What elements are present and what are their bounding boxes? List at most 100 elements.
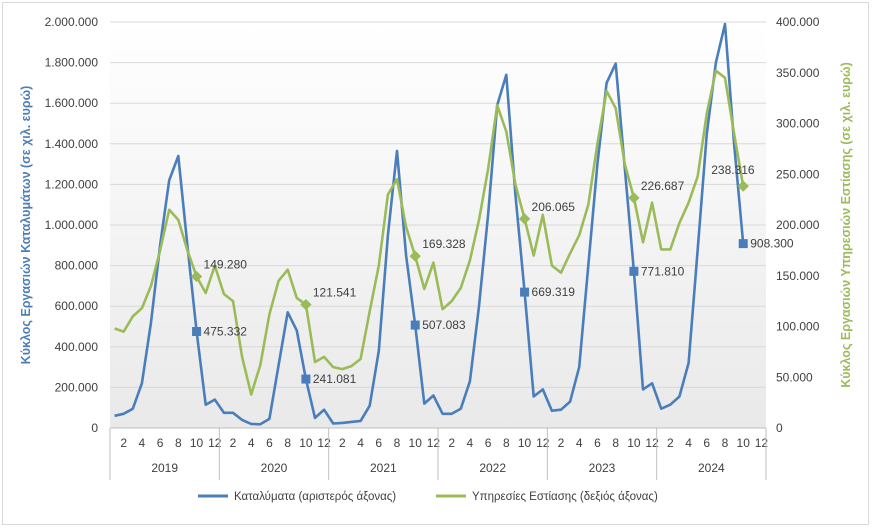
- series-lines: [114, 22, 745, 426]
- accommodation-data-label: 475.332: [204, 325, 248, 339]
- food-services-marker: [409, 250, 421, 262]
- right-tick-label: 300.000: [776, 117, 820, 131]
- food-services-marker: [300, 298, 312, 311]
- month-tick-label: 4: [248, 436, 255, 450]
- left-tick-label: 800.000: [55, 259, 99, 273]
- month-tick-label: 4: [685, 436, 692, 450]
- right-tick-label: 100.000: [776, 320, 820, 334]
- accommodation-data-label: 507.083: [422, 318, 466, 332]
- accommodation-marker: [520, 287, 530, 297]
- food-services-marker: [628, 192, 640, 204]
- right-tick-label: 0: [776, 421, 783, 435]
- legend-label-accommodation: Καταλύματα (αριστερός άξονας): [234, 491, 396, 503]
- month-tick-label: 8: [503, 436, 510, 450]
- x-axis: 2 4 6 8 10 12 2 4 6 8 10 12 2 4 6 8 10 12 2 4 6 8 10 12 2 4 6 8 10 12…: [109, 427, 769, 480]
- left-tick-label: 2.000.000: [45, 15, 99, 29]
- left-tick-label: 0: [91, 421, 98, 435]
- month-tick-label: 2: [120, 436, 127, 450]
- month-tick-label: 8: [722, 436, 729, 450]
- left-tick-label: 200.000: [55, 380, 99, 394]
- month-tick-label: 10: [627, 436, 641, 450]
- series-markers: 475.332 241.081 507.083 669.319 771.810 908.3…: [190, 163, 794, 386]
- month-tick-label: 10: [409, 436, 423, 450]
- month-tick-label: 6: [703, 436, 710, 450]
- accommodation-marker: [629, 266, 639, 276]
- left-tick-label: 1.400.000: [45, 137, 99, 151]
- month-tick-label: 6: [266, 436, 273, 450]
- accommodation-marker: [301, 374, 311, 384]
- food-services-data-label: 238.316: [711, 163, 755, 177]
- food-services-data-label: 149.280: [204, 257, 248, 271]
- month-tick-label: 4: [467, 436, 474, 450]
- right-tick-label: 200.000: [776, 218, 820, 232]
- legend: Καταλύματα (αριστερός άξονας) Υπηρεσίες …: [198, 491, 658, 503]
- right-tick-label: 400.000: [776, 15, 820, 29]
- month-tick-label: 4: [576, 436, 583, 450]
- month-tick-label: 6: [485, 436, 492, 450]
- left-tick-label: 1.600.000: [45, 96, 99, 110]
- month-tick-label: 12: [755, 436, 769, 450]
- month-tick-label: 2: [339, 436, 346, 450]
- month-tick-label: 2: [448, 436, 455, 450]
- food-services-data-label: 169.328: [422, 237, 466, 251]
- left-axis-label: Κύκλος Εργασιών Καταλυμάτων (σε χιλ. ευρ…: [19, 86, 33, 365]
- food-services-marker: [737, 180, 749, 192]
- month-tick-label: 6: [375, 436, 382, 450]
- month-tick-label: 4: [139, 436, 146, 450]
- month-tick-label: 10: [299, 436, 313, 450]
- month-tick-label: 12: [317, 436, 331, 450]
- food-services-marker: [190, 270, 203, 283]
- month-tick-label: 8: [612, 436, 619, 450]
- month-tick-label: 12: [208, 436, 222, 450]
- food-services-marker: [518, 213, 531, 225]
- month-tick-label: 10: [737, 436, 751, 450]
- accommodation-line: [114, 22, 745, 426]
- year-label: 2020: [261, 461, 288, 475]
- right-tick-label: 50.000: [776, 370, 813, 384]
- accommodation-data-label: 908.300: [750, 237, 794, 251]
- food-services-data-label: 206.065: [532, 200, 576, 214]
- accommodation-marker: [738, 239, 748, 249]
- month-tick-label: 6: [157, 436, 164, 450]
- gridlines: [110, 21, 766, 388]
- food-services-data-label: 226.687: [641, 179, 685, 193]
- left-tick-label: 400.000: [55, 340, 99, 354]
- right-axis-ticks: 0 50.000 100.000 150.000 200.000 250.000 300.0…: [776, 15, 820, 435]
- month-tick-label: 4: [357, 436, 364, 450]
- accommodation-data-label: 241.081: [313, 372, 357, 386]
- year-label: 2022: [479, 461, 506, 475]
- right-tick-label: 150.000: [776, 269, 820, 283]
- month-tick-label: 10: [518, 436, 532, 450]
- year-label: 2024: [698, 461, 725, 475]
- right-tick-label: 250.000: [776, 167, 820, 181]
- left-tick-label: 600.000: [55, 299, 99, 313]
- month-tick-label: 8: [284, 436, 291, 450]
- month-tick-label: 12: [645, 436, 659, 450]
- year-label: 2021: [370, 461, 397, 475]
- accommodation-marker: [410, 320, 420, 330]
- food-services-data-label: 121.541: [313, 286, 357, 300]
- accommodation-data-label: 669.319: [532, 285, 576, 299]
- food-services-line: [114, 69, 745, 396]
- accommodation-marker: [192, 327, 202, 337]
- year-label: 2023: [589, 461, 616, 475]
- month-tick-label: 2: [230, 436, 237, 450]
- left-tick-label: 1.200.000: [45, 177, 99, 191]
- month-tick-label: 6: [594, 436, 601, 450]
- year-label: 2019: [151, 461, 178, 475]
- month-tick-label: 12: [536, 436, 550, 450]
- month-tick-label: 10: [190, 436, 204, 450]
- right-tick-label: 350.000: [776, 66, 820, 80]
- month-tick-label: 2: [558, 436, 565, 450]
- right-axis-label: Κύκλος Εργασιών Υπηρεσιών Εστίασης (σε χ…: [839, 62, 853, 388]
- month-tick-label: 2: [667, 436, 674, 450]
- left-axis-ticks: 0 200.000 400.000 600.000 800.000 1.000.000 1.…: [45, 15, 99, 435]
- left-tick-label: 1.000.000: [45, 218, 99, 232]
- left-tick-label: 1.800.000: [45, 56, 99, 70]
- month-tick-label: 8: [394, 436, 401, 450]
- month-tick-label: 8: [175, 436, 182, 450]
- month-tick-label: 12: [427, 436, 441, 450]
- legend-label-food-services: Υπηρεσίες Εστίασης (δεξιός άξονας): [472, 491, 658, 503]
